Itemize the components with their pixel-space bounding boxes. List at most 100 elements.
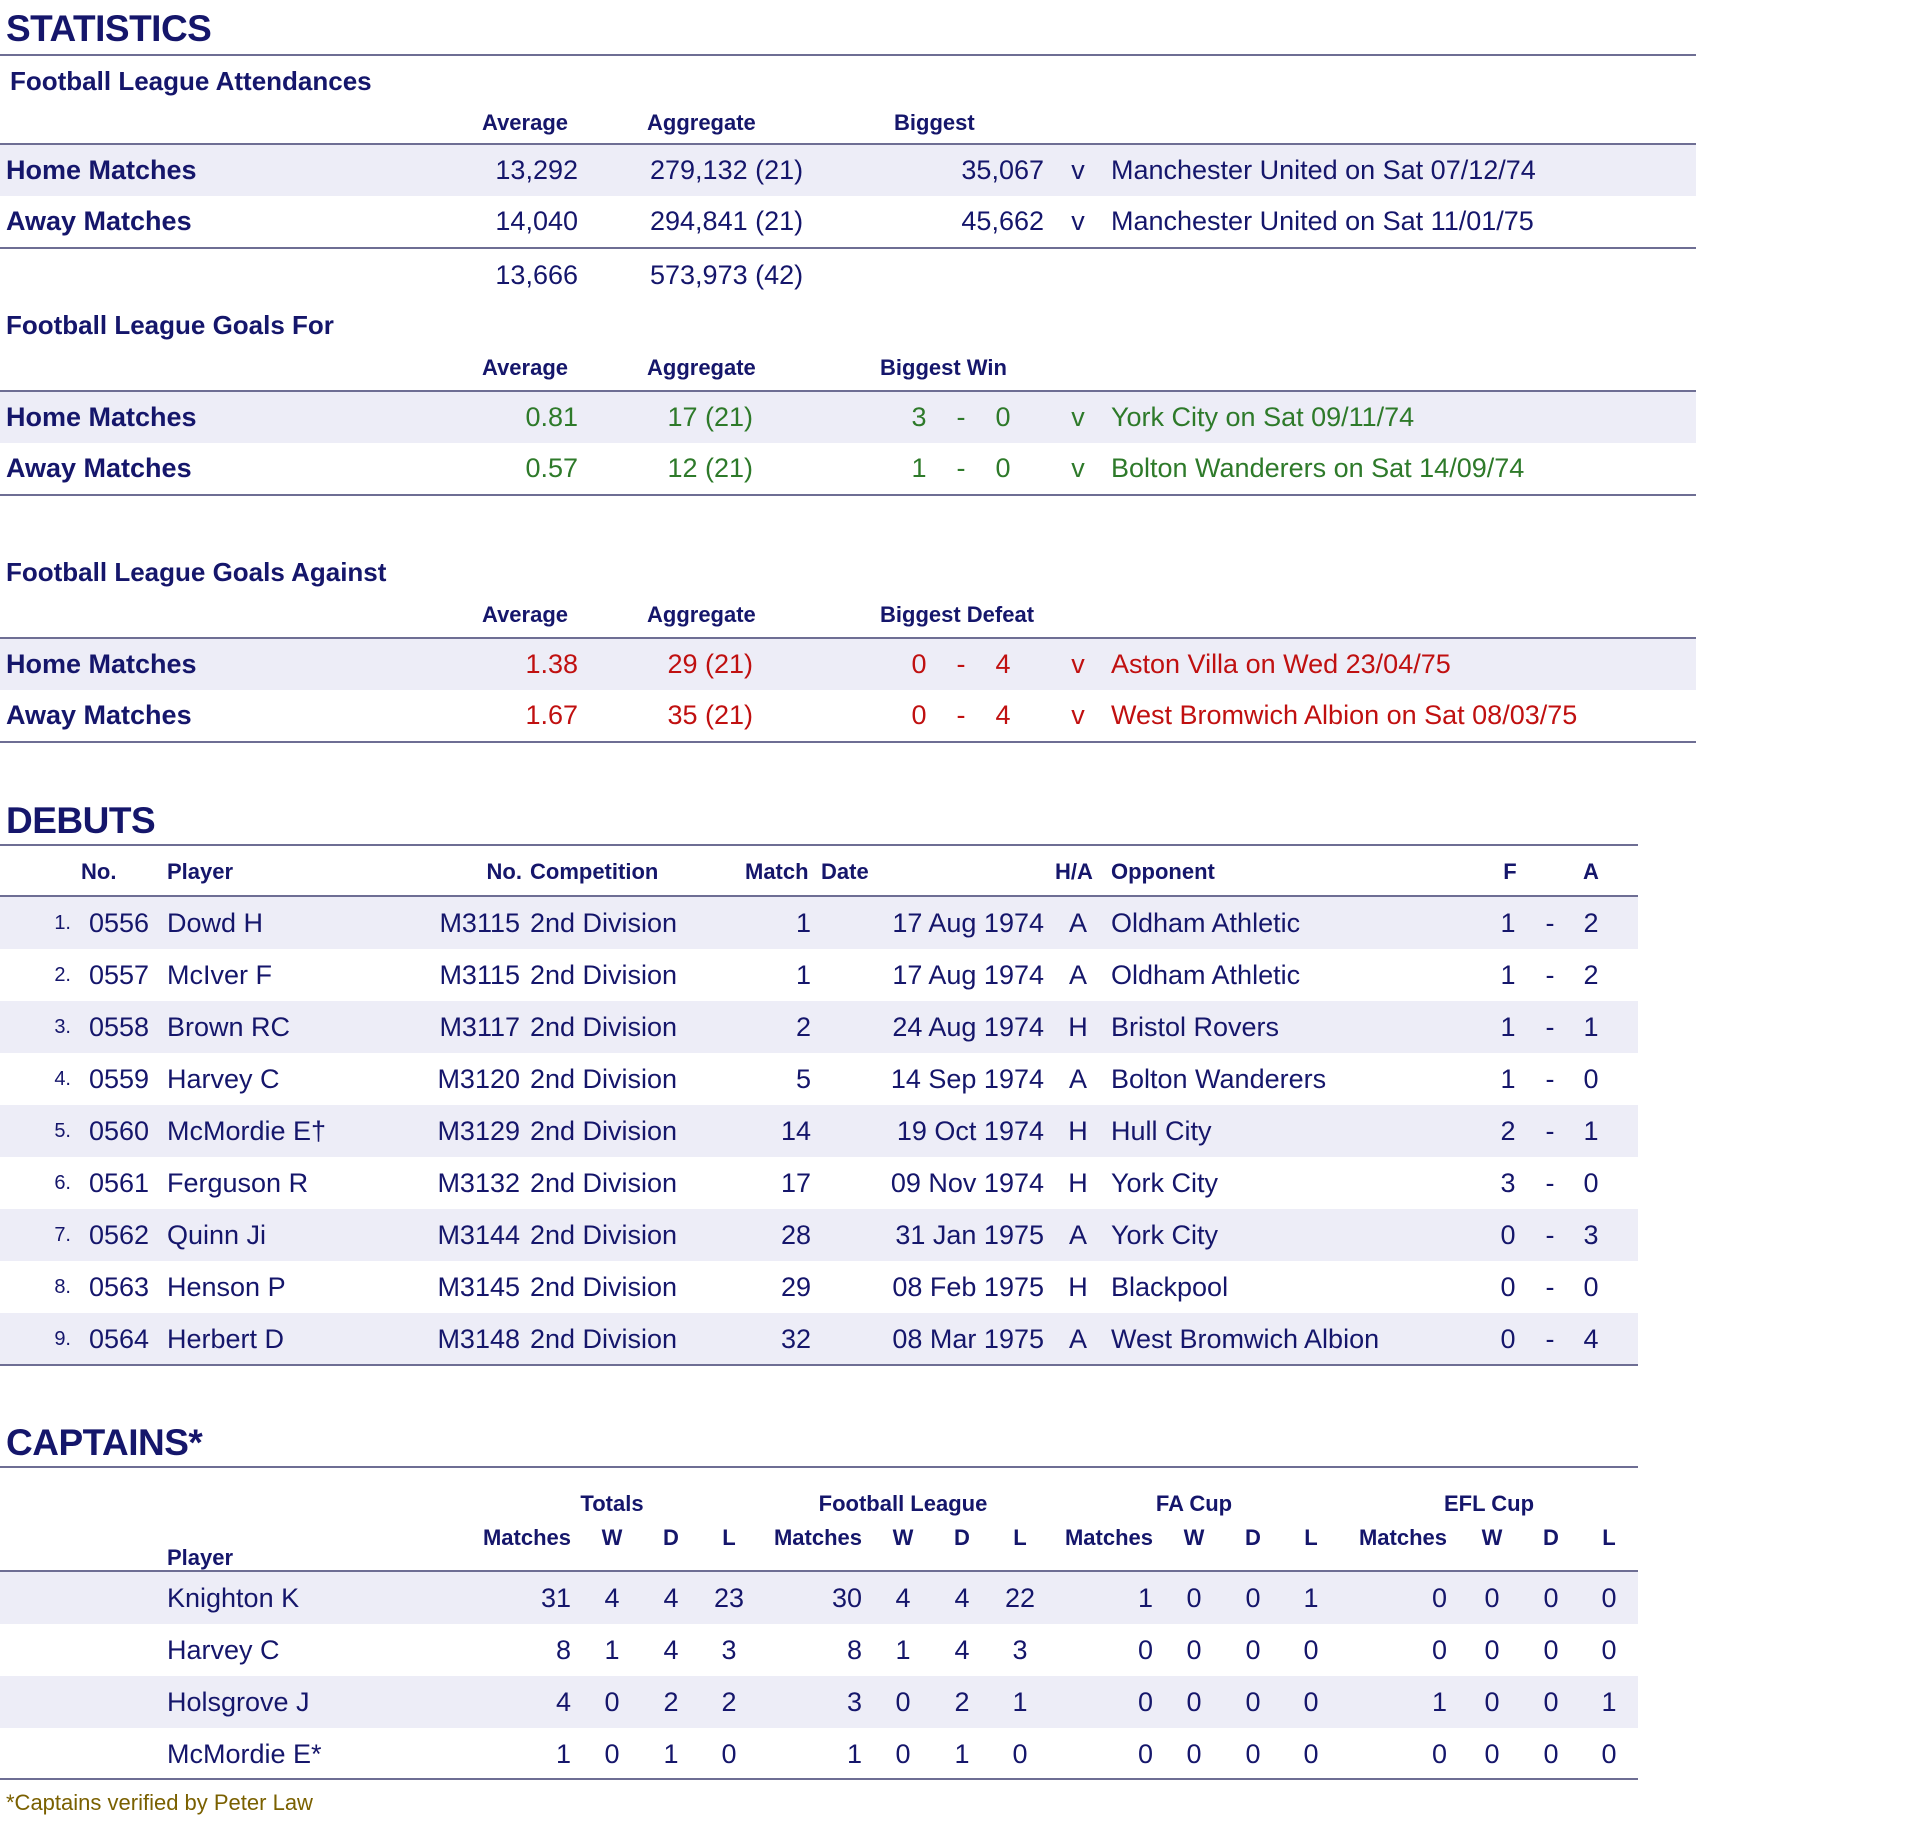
stat-value: 4 — [663, 1635, 679, 1665]
player-name: Harvey C — [167, 1635, 280, 1665]
stat-value: 0 — [1186, 1739, 1202, 1769]
stat-value: 2 — [954, 1687, 970, 1717]
stat-value: 0 — [1186, 1635, 1202, 1665]
score-for: 0 — [911, 700, 927, 730]
score-dash: - — [1545, 960, 1555, 990]
player-number: 0557 — [89, 960, 150, 990]
match: 28 — [780, 1220, 811, 1250]
stat-value: 0 — [895, 1739, 911, 1769]
stat-value: 0 — [1543, 1739, 1559, 1769]
average-value: 13,292 — [495, 155, 578, 185]
subheader: W — [892, 1525, 914, 1550]
table-row: 8. 0563 Henson P M3145 2nd Division 29 08 Feb … — [0, 1261, 1638, 1313]
average-value: 1.38 — [525, 649, 578, 679]
score-against: 0 — [1583, 1064, 1599, 1094]
stat-value: 0 — [1137, 1687, 1153, 1717]
divider — [0, 54, 1696, 56]
subheader: L — [722, 1525, 736, 1550]
row-index: 9. — [54, 1328, 71, 1350]
stat-value: 1 — [555, 1739, 571, 1769]
match-number: M3129 — [437, 1116, 520, 1146]
player-number: 0564 — [89, 1324, 150, 1354]
subheader: Matches — [773, 1525, 862, 1550]
stat-value: 0 — [1543, 1635, 1559, 1665]
stat-value: 4 — [555, 1687, 571, 1717]
player-name: Quinn Ji — [167, 1220, 267, 1250]
row-index: 8. — [54, 1276, 71, 1298]
match: 29 — [780, 1272, 811, 1302]
group-header: Football League — [818, 1491, 988, 1516]
table-row: Harvey C 8 1 4 3 8 1 4 3 0 0 0 0 0 0 0 0 — [0, 1624, 1638, 1676]
opponent: Oldham Athletic — [1111, 960, 1301, 990]
score-for: 0 — [1500, 1324, 1516, 1354]
stat-value: 3 — [721, 1635, 737, 1665]
row-label: Home Matches — [6, 649, 197, 679]
block-title: Football League Goals For — [6, 310, 334, 340]
date: 19 Oct 1974 — [896, 1116, 1044, 1146]
player-name: Henson P — [167, 1272, 286, 1302]
match: 32 — [780, 1324, 811, 1354]
biggest-value: 45,662 — [961, 206, 1044, 236]
stat-value: 2 — [721, 1687, 737, 1717]
subheader: W — [1183, 1525, 1205, 1550]
divider — [0, 1778, 1638, 1780]
stat-value: 4 — [954, 1635, 970, 1665]
stat-value: 0 — [1543, 1583, 1559, 1613]
group-header: FA Cup — [1155, 1491, 1233, 1516]
subheader: W — [601, 1525, 623, 1550]
subheader: D — [663, 1525, 679, 1550]
subheader: L — [1304, 1525, 1318, 1550]
player-number: 0563 — [89, 1272, 150, 1302]
divider — [0, 1570, 1638, 1572]
subheader: D — [1543, 1525, 1559, 1550]
row-index: 4. — [54, 1068, 71, 1090]
subheader: Matches — [1358, 1525, 1447, 1550]
block-title: Football League Goals Against — [6, 557, 387, 587]
section-title-captains: CAPTAINS* — [6, 1422, 203, 1463]
stat-value: 0 — [1431, 1583, 1447, 1613]
stat-value: 1 — [846, 1739, 862, 1769]
row-index: 5. — [54, 1120, 71, 1142]
row-label: Away Matches — [6, 700, 192, 730]
stat-value: 1 — [895, 1635, 911, 1665]
stat-value: 0 — [1186, 1583, 1202, 1613]
opponent: Blackpool — [1111, 1272, 1229, 1302]
stat-value: 0 — [1186, 1687, 1202, 1717]
date: 17 Aug 1974 — [892, 960, 1044, 990]
score-for: 1 — [1500, 960, 1516, 990]
player-name: Knighton K — [167, 1583, 300, 1613]
header-average: Average — [482, 355, 569, 380]
stat-value: 0 — [604, 1739, 620, 1769]
player-name: Dowd H — [167, 908, 264, 938]
row-index: 3. — [54, 1016, 71, 1038]
score-dash: - — [956, 649, 966, 679]
score-against: 1 — [1583, 1012, 1599, 1042]
home-away: A — [1068, 1324, 1088, 1354]
home-away: A — [1068, 1064, 1088, 1094]
score-against: 0 — [1583, 1272, 1599, 1302]
row-label: Home Matches — [6, 402, 197, 432]
aggregate-value: 294,841 (21) — [650, 206, 804, 236]
player-name: McMordie E† — [167, 1116, 327, 1146]
table-row: Matches W D L Matches W D L Matches W D L Matches W D L — [0, 1524, 1638, 1552]
group-header: Totals — [580, 1491, 644, 1516]
divider — [0, 895, 1638, 897]
header-biggest: Biggest — [894, 110, 975, 135]
match: 5 — [795, 1064, 811, 1094]
date: 08 Mar 1975 — [892, 1324, 1044, 1354]
table-row: 2. 0557 McIver F M3115 2nd Division 1 17 Aug 1… — [0, 949, 1638, 1001]
competition: 2nd Division — [530, 1220, 678, 1250]
match: 1 — [795, 960, 811, 990]
match-detail: Bolton Wanderers on Sat 14/09/74 — [1111, 453, 1525, 483]
table-row: McMordie E* 1 0 1 0 1 0 1 0 0 0 0 0 0 0 0 0 — [0, 1728, 1638, 1780]
block-title: Football League Attendances — [10, 66, 372, 96]
stat-value: 0 — [1137, 1739, 1153, 1769]
home-away: A — [1068, 1220, 1088, 1250]
stat-value: 22 — [1004, 1583, 1036, 1613]
player-name: Herbert D — [167, 1324, 285, 1354]
score-for: 0 — [911, 649, 927, 679]
score-dash: - — [1545, 1116, 1555, 1146]
match-detail: Manchester United on Sat 11/01/75 — [1111, 206, 1534, 236]
header-aggregate: Aggregate — [647, 110, 756, 135]
score-dash: - — [1545, 1064, 1555, 1094]
